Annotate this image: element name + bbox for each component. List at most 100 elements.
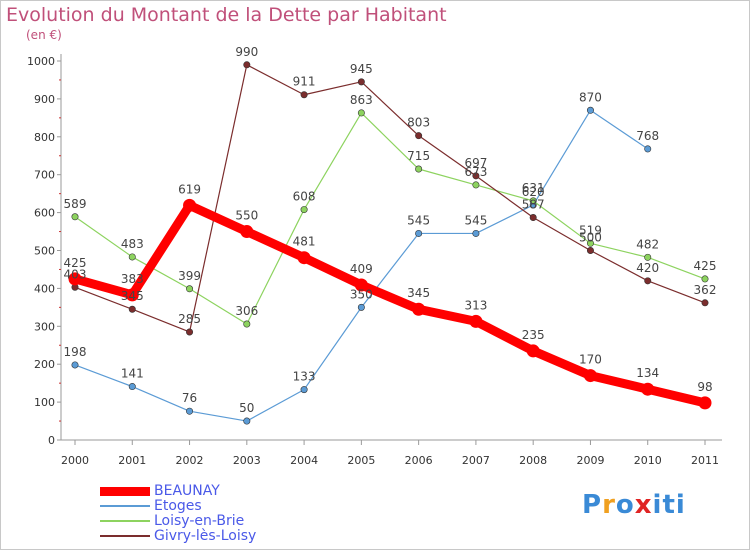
y-tick-label: 300 [34,320,55,333]
y-tick-label: 100 [34,396,55,409]
data-point-2 [186,285,194,293]
y-tick-label: 400 [34,282,55,295]
proxiti-logo: Proxiti [582,490,686,520]
data-label-1: 350 [350,287,373,301]
legend-label: Etoges [154,498,202,514]
data-label-3: 911 [293,75,316,89]
data-label-0: 550 [235,209,258,223]
logo-letter: i [675,490,686,520]
x-tick-label: 2004 [290,454,318,467]
data-label-2: 519 [579,223,602,237]
data-point-0 [698,396,712,410]
data-point-1 [300,386,308,394]
data-point-2 [71,213,79,221]
chart-title: Evolution du Montant de la Dette par Hab… [6,4,447,26]
data-label-0: 134 [636,366,659,380]
data-point-3 [415,132,423,140]
y-tick-label: 1000 [27,55,55,68]
x-tick-label: 2011 [691,454,719,467]
data-label-0: 313 [464,298,487,312]
data-label-1: 133 [293,370,316,384]
data-point-0 [469,314,483,328]
data-label-3: 362 [694,283,717,297]
y-tick-label: 800 [34,131,55,144]
data-point-1 [71,361,79,369]
y-tick-label: 700 [34,169,55,182]
data-label-3: 587 [522,198,545,212]
data-point-2 [243,320,251,328]
data-point-0 [183,198,197,212]
data-label-0: 383 [121,272,144,286]
x-tick-label: 2001 [118,454,146,467]
data-point-0 [526,344,540,358]
data-point-1 [186,407,194,415]
data-point-3 [357,78,365,86]
data-point-0 [412,302,426,316]
data-point-2 [415,165,423,173]
y-tick-label: 200 [34,358,55,371]
series-layer [68,61,712,425]
x-tick-label: 2005 [347,454,375,467]
series-line-0 [70,200,710,408]
data-label-3: 500 [579,231,602,245]
data-label-0: 409 [350,262,373,276]
data-point-2 [300,206,308,214]
data-label-1: 870 [579,90,602,104]
data-label-1: 198 [64,345,87,359]
data-point-3 [243,61,251,69]
legend-label: Loisy-en-Brie [154,513,245,529]
y-tick-label: 900 [34,93,55,106]
data-label-0: 98 [697,380,712,394]
data-point-3 [586,247,594,255]
legend-label: BEAUNAY [154,483,220,499]
data-point-0 [68,272,82,286]
data-label-2: 399 [178,269,201,283]
data-point-3 [529,214,537,222]
data-point-3 [128,305,136,313]
data-point-3 [701,299,709,307]
y-tick-label: 500 [34,245,55,258]
x-tick-label: 2000 [61,454,89,467]
data-label-3: 803 [407,116,430,130]
logo-letter: P [582,490,603,520]
data-label-2: 673 [464,165,487,179]
data-point-3 [186,328,194,336]
data-point-1 [586,106,594,114]
data-label-3: 697 [464,156,487,170]
data-label-0: 170 [579,353,602,367]
data-label-1: 768 [636,129,659,143]
data-label-0: 345 [407,286,430,300]
data-point-0 [125,288,139,302]
data-label-3: 420 [636,261,659,275]
data-point-0 [583,369,597,383]
data-point-2 [586,239,594,247]
data-point-2 [357,109,365,117]
data-point-2 [472,181,480,189]
data-label-1: 141 [121,367,144,381]
logo-letter: x [634,490,653,520]
data-point-0 [240,225,254,239]
x-tick-label: 2008 [519,454,547,467]
data-label-0: 619 [178,182,201,196]
data-label-2: 482 [636,237,659,251]
legend-swatch [100,520,150,522]
data-point-2 [644,253,652,261]
x-tick-label: 2010 [634,454,662,467]
data-label-2: 425 [694,259,717,273]
data-label-2: 306 [235,304,258,318]
data-point-2 [701,275,709,283]
data-point-1 [357,303,365,311]
legend-swatch [100,505,150,507]
axes: 0 100 200 300 400 500 600 700 800 900 1000 2000 2001… [27,54,722,467]
data-label-1: 545 [407,213,430,227]
x-tick-label: 2003 [233,454,261,467]
data-label-3: 403 [64,267,87,281]
data-point-2 [529,197,537,205]
data-point-1 [243,417,251,425]
data-label-1: 76 [182,391,197,405]
data-point-1 [415,229,423,237]
legend-swatch [100,487,150,496]
data-point-3 [472,172,480,180]
y-tick-label: 0 [48,434,55,447]
